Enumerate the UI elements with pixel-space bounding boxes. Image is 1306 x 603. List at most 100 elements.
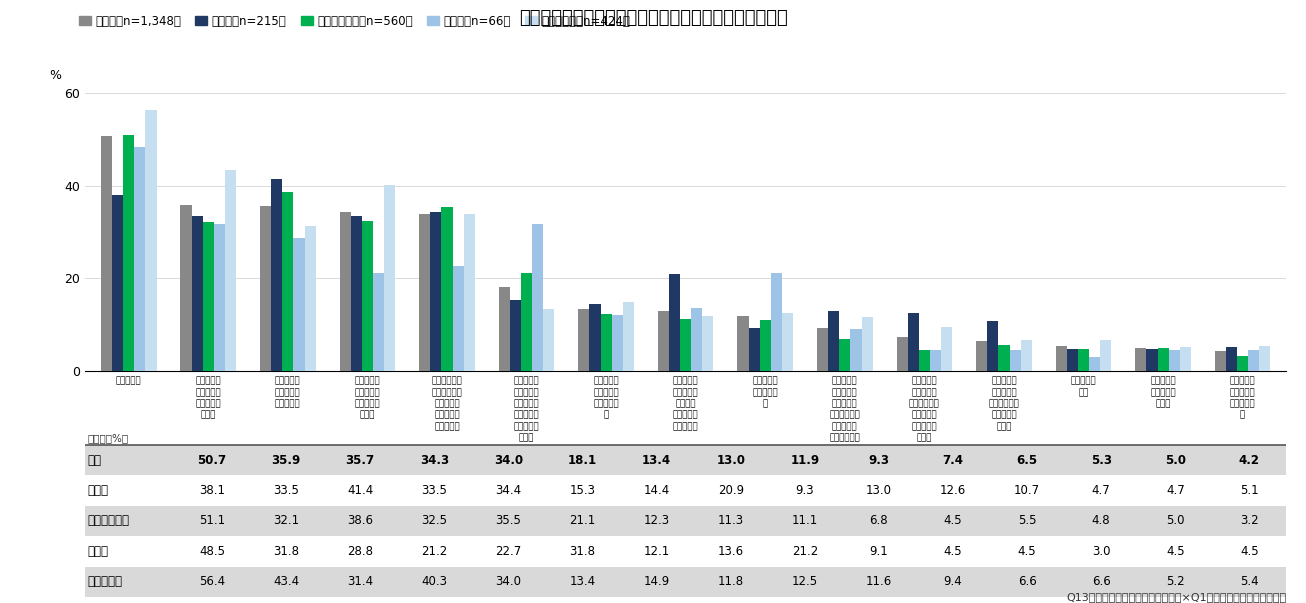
Text: 14.9: 14.9: [644, 575, 670, 589]
Text: 28.8: 28.8: [347, 545, 374, 558]
Text: 31.4: 31.4: [347, 575, 374, 589]
Text: 日本のビジネス環境の魅力（業種別）　（複数回答可）: 日本のビジネス環境の魅力（業種別） （複数回答可）: [518, 9, 788, 27]
Bar: [543, 309, 554, 371]
Text: 33.5: 33.5: [422, 484, 447, 497]
Bar: [192, 216, 202, 371]
Bar: [85, 475, 1286, 506]
Text: 4.5: 4.5: [944, 514, 963, 528]
Text: 21.2: 21.2: [791, 545, 818, 558]
Text: 32.1: 32.1: [273, 514, 299, 528]
Text: 20.9: 20.9: [717, 484, 744, 497]
Bar: [532, 224, 543, 371]
Bar: [430, 212, 441, 371]
Text: 18.1: 18.1: [568, 453, 597, 467]
Text: 40.3: 40.3: [422, 575, 448, 589]
Text: 48.5: 48.5: [199, 545, 225, 558]
Bar: [180, 205, 192, 371]
Bar: [862, 317, 872, 371]
Bar: [748, 328, 760, 371]
Bar: [579, 309, 589, 371]
Text: 32.5: 32.5: [422, 514, 448, 528]
Bar: [680, 318, 691, 371]
Text: 21.2: 21.2: [422, 545, 448, 558]
Text: 35.7: 35.7: [346, 453, 375, 467]
Bar: [1021, 340, 1032, 371]
Bar: [272, 180, 282, 371]
Text: 9.4: 9.4: [944, 575, 963, 589]
Text: 34.4: 34.4: [495, 484, 521, 497]
Text: 13.4: 13.4: [569, 575, 596, 589]
Bar: [658, 311, 669, 371]
Text: 11.8: 11.8: [717, 575, 744, 589]
Bar: [930, 350, 942, 371]
Bar: [1100, 340, 1111, 371]
Text: 4.2: 4.2: [1239, 453, 1260, 467]
Text: 43.4: 43.4: [273, 575, 299, 589]
Bar: [1169, 350, 1179, 371]
Bar: [282, 192, 294, 371]
Bar: [987, 321, 998, 371]
Bar: [452, 266, 464, 371]
Bar: [304, 226, 316, 371]
Text: 38.6: 38.6: [347, 514, 374, 528]
Text: 14.4: 14.4: [644, 484, 670, 497]
Text: 小売業: 小売業: [88, 545, 108, 558]
Bar: [976, 341, 987, 371]
Bar: [260, 206, 272, 371]
Text: 9.3: 9.3: [795, 484, 814, 497]
Bar: [1055, 346, 1067, 371]
Bar: [771, 273, 782, 371]
Bar: [1226, 347, 1237, 371]
Bar: [419, 213, 430, 371]
Bar: [669, 274, 680, 371]
Text: 11.1: 11.1: [791, 514, 818, 528]
Bar: [1157, 348, 1169, 371]
Bar: [1135, 348, 1147, 371]
Text: 12.3: 12.3: [644, 514, 670, 528]
Text: 5.2: 5.2: [1166, 575, 1185, 589]
Text: 35.5: 35.5: [495, 514, 521, 528]
Text: 31.8: 31.8: [569, 545, 596, 558]
Bar: [1089, 357, 1100, 371]
Bar: [1237, 356, 1249, 371]
Text: 5.1: 5.1: [1241, 484, 1259, 497]
Text: 11.3: 11.3: [717, 514, 744, 528]
Text: 5.5: 5.5: [1017, 514, 1037, 528]
Text: 5.0: 5.0: [1165, 453, 1186, 467]
Text: 11.9: 11.9: [790, 453, 819, 467]
Bar: [828, 311, 840, 371]
Text: 5.3: 5.3: [1091, 453, 1111, 467]
Text: 22.7: 22.7: [495, 545, 521, 558]
Text: 3.2: 3.2: [1241, 514, 1259, 528]
Bar: [499, 287, 509, 371]
Bar: [691, 308, 703, 371]
Text: （単位：%）: （単位：%）: [88, 433, 128, 443]
Text: 4.7: 4.7: [1092, 484, 1110, 497]
Bar: [919, 350, 930, 371]
Bar: [601, 314, 611, 371]
Bar: [818, 328, 828, 371]
Text: 4.5: 4.5: [1241, 545, 1259, 558]
Bar: [589, 305, 601, 371]
Text: 34.0: 34.0: [494, 453, 522, 467]
Text: 4.8: 4.8: [1092, 514, 1110, 528]
Bar: [521, 273, 532, 371]
Bar: [112, 195, 123, 371]
Text: 10.7: 10.7: [1013, 484, 1040, 497]
Bar: [441, 207, 452, 371]
Text: 4.5: 4.5: [1017, 545, 1037, 558]
Bar: [202, 223, 214, 371]
Bar: [998, 346, 1010, 371]
Bar: [1147, 349, 1157, 371]
Bar: [225, 170, 236, 371]
Text: 35.9: 35.9: [272, 453, 300, 467]
Text: 12.6: 12.6: [940, 484, 966, 497]
Text: 13.0: 13.0: [866, 484, 892, 497]
Text: 3.0: 3.0: [1092, 545, 1110, 558]
Text: 34.3: 34.3: [419, 453, 449, 467]
Text: 7.4: 7.4: [943, 453, 964, 467]
Text: Q13「日本のビジネス環境の魅力」×Q1「国内外資系企業の業種」: Q13「日本のビジネス環境の魅力」×Q1「国内外資系企業の業種」: [1066, 592, 1286, 602]
Text: 13.6: 13.6: [717, 545, 744, 558]
Text: 5.0: 5.0: [1166, 514, 1185, 528]
Bar: [85, 536, 1286, 567]
